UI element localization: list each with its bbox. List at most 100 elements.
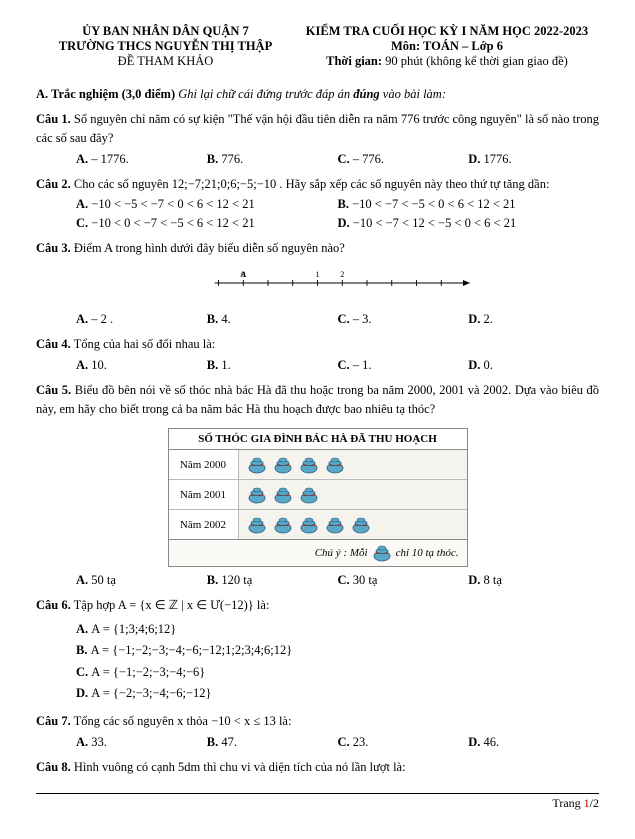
q3-options: A. – 2 . B. 4. C. – 3. D. 2.: [76, 312, 599, 327]
q2-options-row2: C. −10 < 0 < −7 < −5 < 6 < 12 < 21 D. −1…: [76, 216, 599, 231]
question-1: Câu 1. Số nguyên chỉ năm có sự kiện "Thế…: [36, 110, 599, 148]
q4-opt-d: D. 0.: [468, 358, 599, 373]
q2-opt-b: B. −10 < −7 < −5 < 0 < 6 < 12 < 21: [338, 197, 600, 212]
q4-b-val: 1.: [221, 358, 230, 372]
svg-text:2: 2: [340, 270, 344, 279]
q7-b-val: 47.: [221, 735, 237, 749]
q8-text: Hình vuông có cạnh 5dm thì chu vi và diệ…: [74, 760, 406, 774]
q3-opt-c: C. – 3.: [338, 312, 469, 327]
q5-opt-d: D. 8 tạ: [468, 573, 599, 588]
q4-opt-b: B. 1.: [207, 358, 338, 373]
exam-subject: Môn: TOÁN – Lớp 6: [295, 39, 599, 54]
pictograph: SỐ THÓC GIA ĐÌNH BÁC HÀ ĐÃ THU HOẠCH Năm…: [168, 428, 468, 567]
q3-a-val: – 2 .: [91, 312, 113, 326]
question-2: Câu 2. Cho các số nguyên 12;−7;21;0;6;−5…: [36, 175, 599, 194]
time-label: Thời gian:: [326, 54, 382, 68]
q1-a-val: – 1776.: [91, 152, 129, 166]
q7-text: Tổng các số nguyên x thỏa −10 < x ≤ 13 l…: [74, 714, 292, 728]
question-7: Câu 7. Tổng các số nguyên x thỏa −10 < x…: [36, 712, 599, 731]
instr-part1: Ghi lại chữ cái đứng trước đáp án: [178, 87, 350, 101]
q5-d-val: 8 tạ: [484, 573, 502, 587]
q5-c-val: 30 tạ: [353, 573, 378, 587]
q1-label: Câu 1.: [36, 112, 71, 126]
q3-opt-d: D. 2.: [468, 312, 599, 327]
q2-c-val: −10 < 0 < −7 < −5 < 6 < 12 < 21: [91, 216, 254, 230]
chart-note: Chú ý : Mỗi chỉ 10 tạ thóc.: [169, 540, 467, 566]
q1-options: A. – 1776. B. 776. C. – 776. D. 1776.: [76, 152, 599, 167]
q6-options: A. A = {1;3;4;6;12} B. A = {−1;−2;−3;−4;…: [76, 619, 599, 704]
q1-c-val: – 776.: [353, 152, 384, 166]
q5-text: Biểu đồ bên nói về số thóc nhà bác Hà đã…: [36, 383, 599, 416]
q1-opt-c: C. – 776.: [338, 152, 469, 167]
q6-opt-a: A. A = {1;3;4;6;12}: [76, 619, 599, 640]
chart-row-label: Năm 2002: [169, 510, 239, 539]
q6-d-val: A = {−2;−3;−4;−6;−12}: [91, 686, 211, 700]
q4-d-val: 0.: [484, 358, 493, 372]
q2-d-val: −10 < −7 < 12 < −5 < 0 < 6 < 21: [353, 216, 516, 230]
q6-opt-c: C. A = {−1;−2;−3;−4;−6}: [76, 662, 599, 683]
q6-b-val: A = {−1;−2;−3;−4;−6;−12;1;2;3;4;6;12}: [91, 643, 293, 657]
sack-icon: [325, 456, 345, 474]
q7-label: Câu 7.: [36, 714, 71, 728]
q2-options-row1: A. −10 < −5 < −7 < 0 < 6 < 12 < 21 B. −1…: [76, 197, 599, 212]
sack-icon: [273, 456, 293, 474]
q4-opt-a: A. 10.: [76, 358, 207, 373]
instr-bold: đúng: [353, 87, 379, 101]
sack-icon: [325, 516, 345, 534]
q3-c-val: – 3.: [353, 312, 372, 326]
chart-row-cell: [239, 480, 467, 509]
q2-b-val: −10 < −7 < −5 < 0 < 6 < 12 < 21: [352, 197, 515, 211]
q2-opt-a: A. −10 < −5 < −7 < 0 < 6 < 12 < 21: [76, 197, 338, 212]
sack-icon: [351, 516, 371, 534]
org2: TRƯỜNG THCS NGUYỄN THỊ THẬP: [36, 39, 295, 54]
sack-icon: [299, 486, 319, 504]
q4-a-val: 10.: [91, 358, 107, 372]
exam-time: Thời gian: 90 phút (không kể thời gian g…: [295, 54, 599, 69]
q7-opt-a: A. 33.: [76, 735, 207, 750]
q7-a-val: 33.: [91, 735, 107, 749]
q5-opt-a: A. 50 tạ: [76, 573, 207, 588]
instr-part2: vào bài làm:: [383, 87, 446, 101]
number-line: 012 A: [166, 268, 526, 298]
q7-options: A. 33. B. 47. C. 23. D. 46.: [76, 735, 599, 750]
question-3: Câu 3. Điểm A trong hình dưới đây biểu d…: [36, 239, 599, 258]
header-left: ỦY BAN NHÂN DÂN QUẬN 7 TRƯỜNG THCS NGUYỄ…: [36, 24, 295, 69]
chart-row: Năm 2002: [169, 510, 467, 540]
footer: Trang 1/2: [36, 793, 599, 811]
time-value: 90 phút (không kể thời gian giao đề): [385, 54, 568, 68]
header: ỦY BAN NHÂN DÂN QUẬN 7 TRƯỜNG THCS NGUYỄ…: [36, 24, 599, 69]
q3-b-val: 4.: [221, 312, 230, 326]
q1-opt-a: A. – 1776.: [76, 152, 207, 167]
q4-label: Câu 4.: [36, 337, 71, 351]
note-suffix: chỉ 10 tạ thóc.: [396, 547, 459, 559]
q1-text: Số nguyên chỉ năm có sự kiện "Thế vận hộ…: [36, 112, 599, 145]
chart-row-label: Năm 2000: [169, 450, 239, 479]
q5-a-val: 50 tạ: [91, 573, 116, 587]
sack-icon: [273, 516, 293, 534]
note-prefix: Chú ý : Mỗi: [315, 547, 368, 559]
q5-opt-c: C. 30 tạ: [338, 573, 469, 588]
q3-opt-a: A. – 2 .: [76, 312, 207, 327]
section-a-instr: Ghi lại chữ cái đứng trước đáp án đúng v…: [178, 87, 446, 101]
q5-b-val: 120 tạ: [221, 573, 252, 587]
q7-opt-b: B. 47.: [207, 735, 338, 750]
org1: ỦY BAN NHÂN DÂN QUẬN 7: [36, 24, 295, 39]
q7-opt-c: C. 23.: [338, 735, 469, 750]
footer-label: Trang: [552, 796, 583, 810]
question-5: Câu 5. Biểu đồ bên nói về số thóc nhà bá…: [36, 381, 599, 419]
sack-icon: [299, 516, 319, 534]
doc-type: ĐỀ THAM KHẢO: [36, 54, 295, 69]
q2-label: Câu 2.: [36, 177, 71, 191]
q6-opt-d: D. A = {−2;−3;−4;−6;−12}: [76, 683, 599, 704]
q7-d-val: 46.: [484, 735, 500, 749]
sack-icon: [273, 486, 293, 504]
q1-opt-b: B. 776.: [207, 152, 338, 167]
q6-text: Tập hợp A = {x ∈ ℤ | x ∈ Ư(−12)} là:: [74, 598, 270, 612]
sack-icon: [372, 544, 392, 562]
q6-c-val: A = {−1;−2;−3;−4;−6}: [91, 665, 205, 679]
q2-opt-c: C. −10 < 0 < −7 < −5 < 6 < 12 < 21: [76, 216, 338, 231]
svg-text:A: A: [240, 270, 246, 279]
q2-opt-d: D. −10 < −7 < 12 < −5 < 0 < 6 < 21: [338, 216, 600, 231]
q4-options: A. 10. B. 1. C. – 1. D. 0.: [76, 358, 599, 373]
footer-total: 2: [593, 796, 599, 810]
